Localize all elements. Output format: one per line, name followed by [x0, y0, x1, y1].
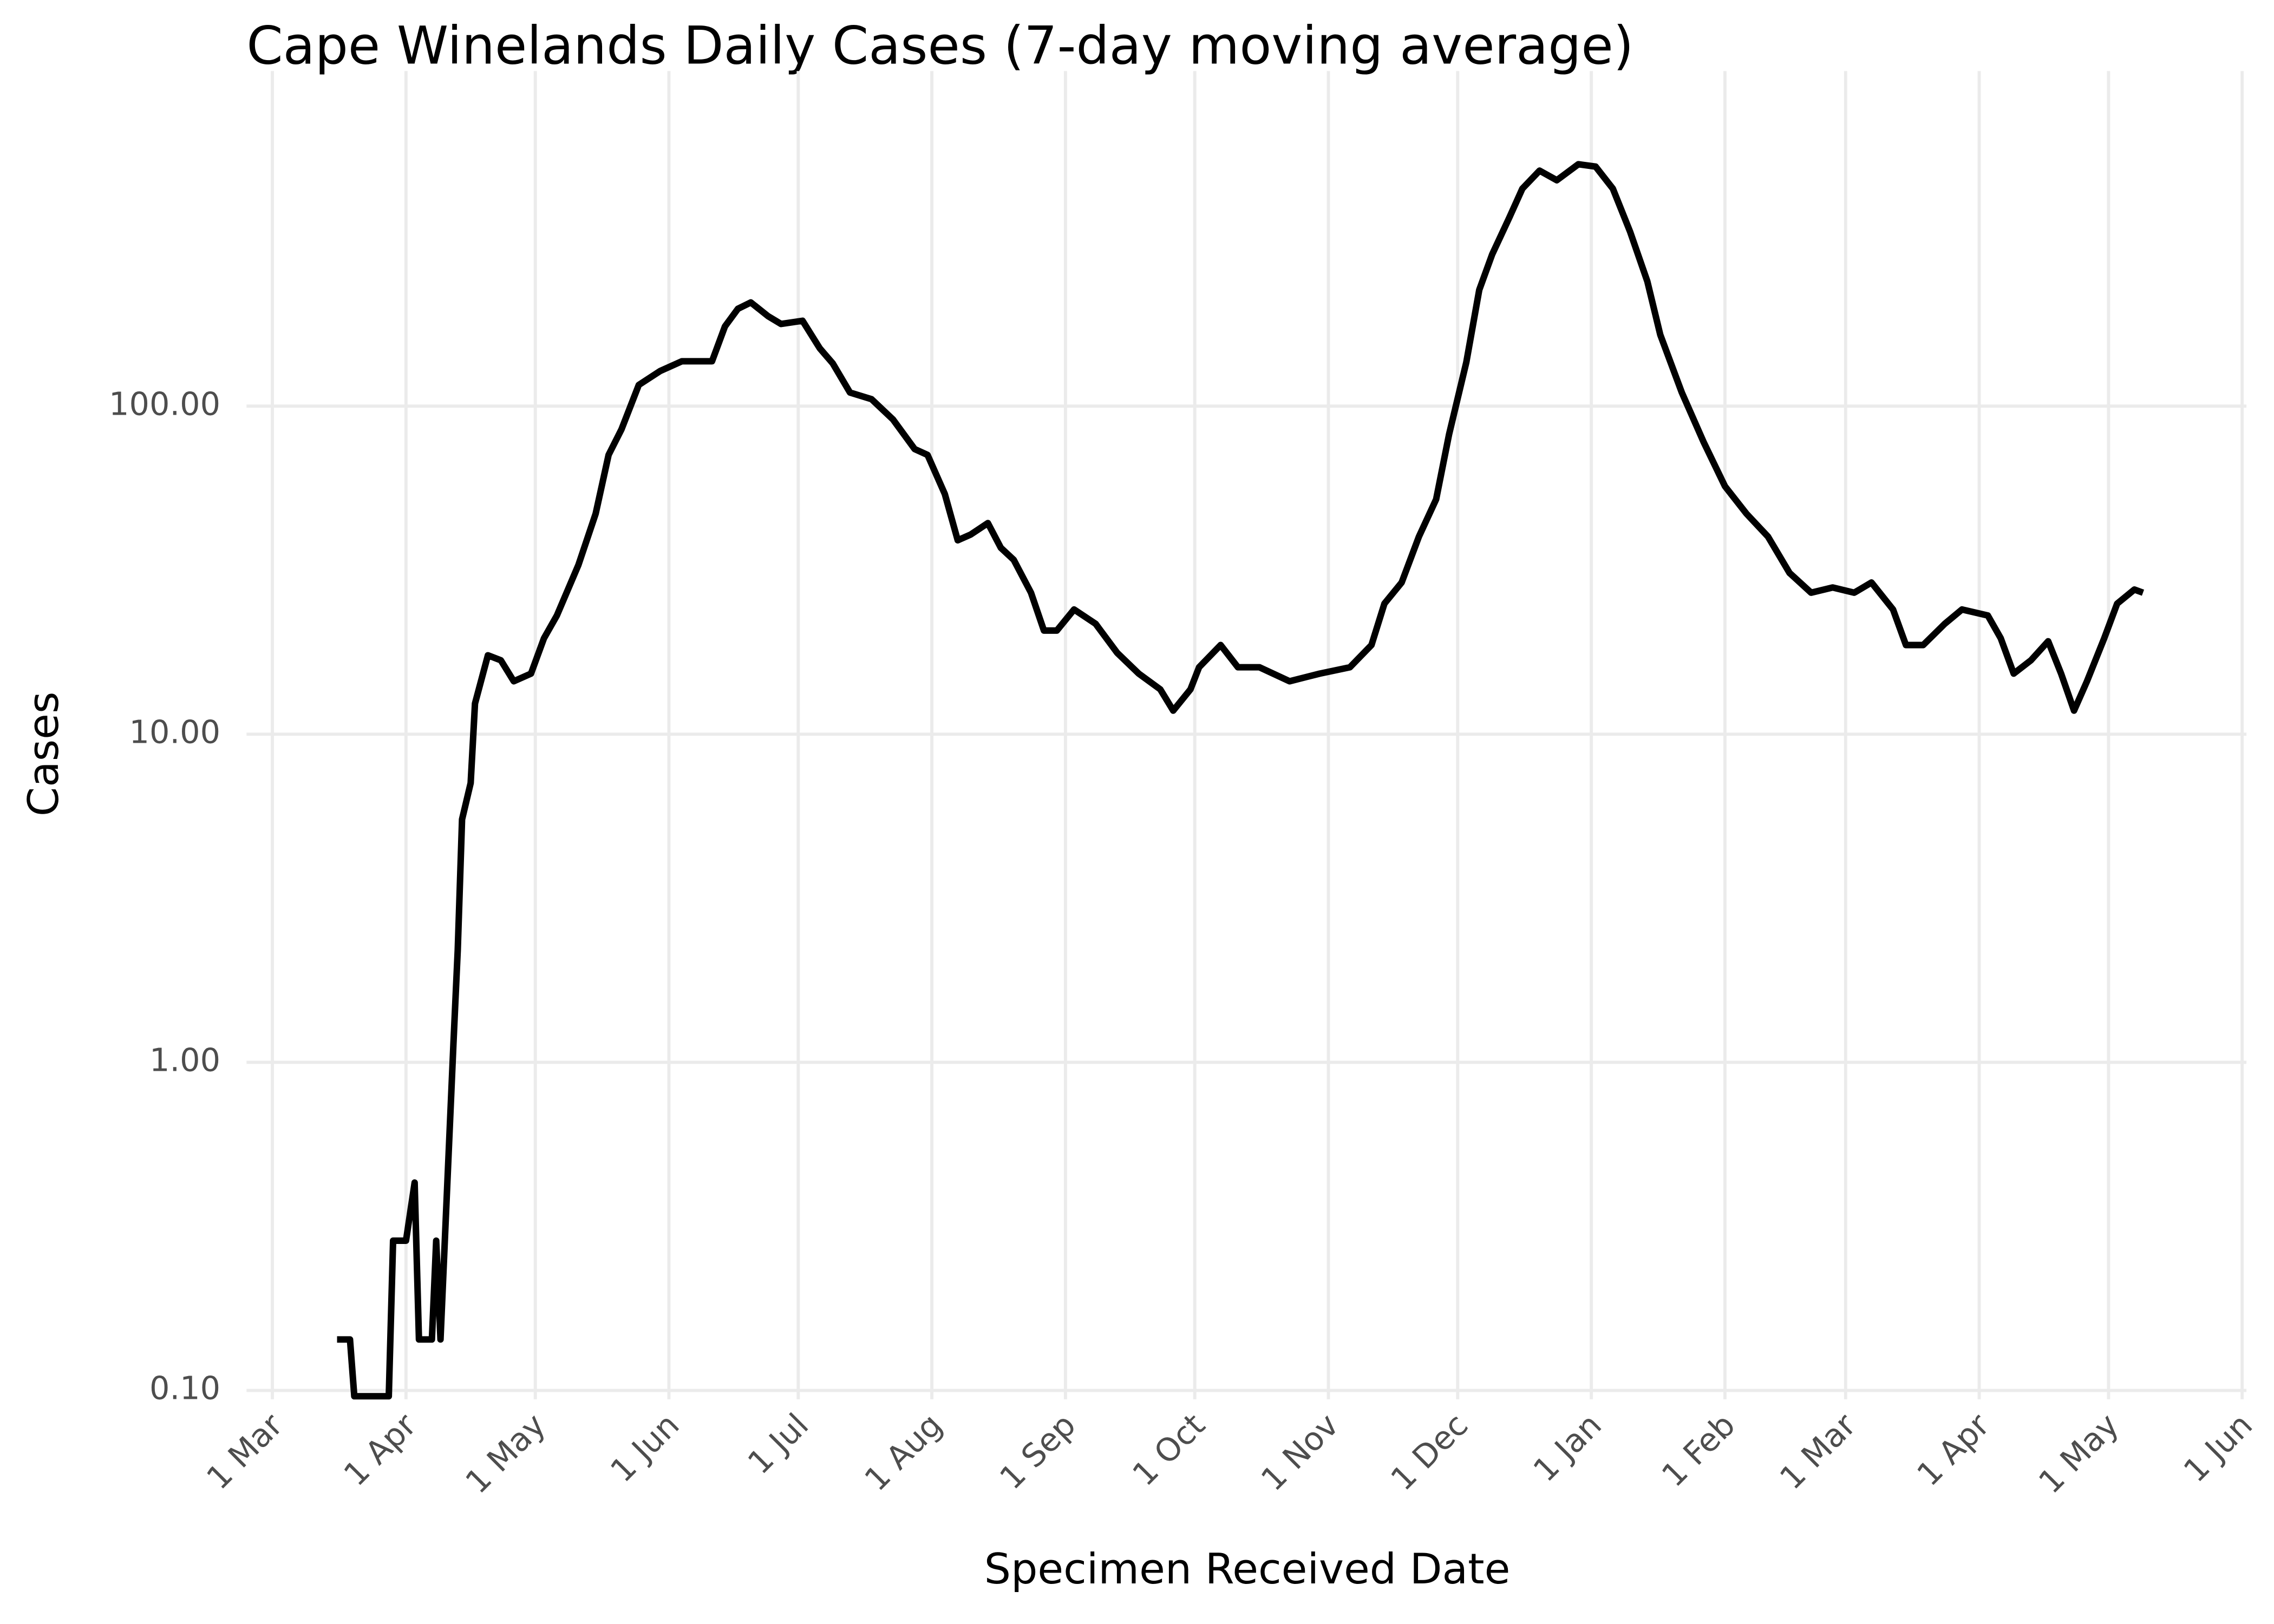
grid — [246, 71, 2247, 1399]
y-tick-label: 1.00 — [149, 1042, 220, 1079]
data-line — [337, 161, 2145, 1400]
y-axis-label: Cases — [19, 692, 68, 817]
chart-title: Cape Winelands Daily Cases (7-day moving… — [246, 15, 1633, 76]
y-tick-label: 0.10 — [149, 1370, 220, 1407]
y-tick-label: 10.00 — [129, 713, 221, 750]
y-tick-label: 100.00 — [109, 385, 220, 422]
x-axis-label: Specimen Received Date — [984, 1545, 1511, 1594]
plot — [337, 161, 2145, 1400]
